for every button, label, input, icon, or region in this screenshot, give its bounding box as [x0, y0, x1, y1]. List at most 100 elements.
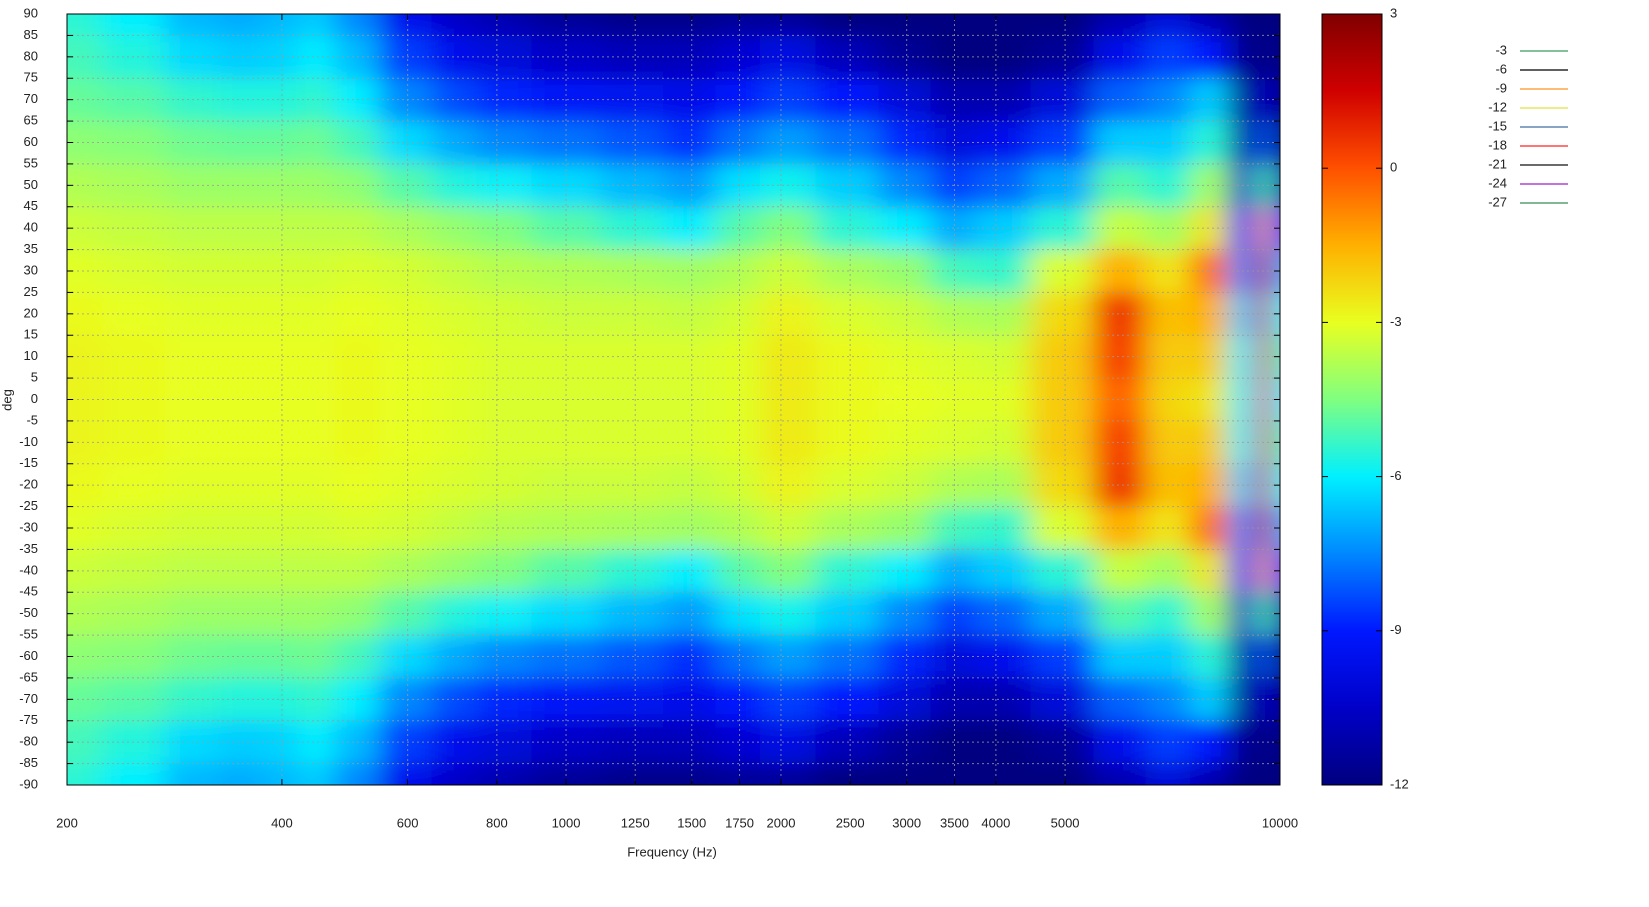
- heat-cell: [1255, 121, 1273, 165]
- heat-cell: [216, 635, 262, 679]
- colorbar-tick-label: 3: [1390, 5, 1397, 20]
- x-tick-label: 600: [397, 815, 419, 830]
- y-tick-label: -55: [19, 627, 38, 642]
- y-tick-label: -30: [19, 519, 38, 534]
- heat-cell: [216, 378, 262, 422]
- y-tick-label: 55: [24, 155, 38, 170]
- heat-cell: [760, 14, 817, 36]
- heat-cell: [101, 14, 165, 36]
- heat-cell: [1255, 506, 1273, 550]
- y-axis-label: deg: [0, 389, 14, 411]
- heat-cell: [715, 14, 761, 36]
- heat-cell: [1190, 763, 1230, 785]
- heat-cell: [1255, 163, 1273, 208]
- heat-cell: [431, 463, 477, 508]
- heat-cell: [1093, 763, 1147, 785]
- y-tick-label: -65: [19, 669, 38, 684]
- colorbar-tick-label: -6: [1390, 468, 1402, 483]
- heat-cell: [975, 14, 1031, 36]
- heat-cell: [216, 720, 262, 765]
- heat-cell: [334, 763, 380, 785]
- heat-cell: [431, 677, 477, 722]
- heat-cell: [431, 720, 477, 765]
- heat-cell: [164, 763, 218, 785]
- y-tick-label: -20: [19, 477, 38, 492]
- heat-cell: [431, 420, 477, 465]
- y-tick-label: 10: [24, 348, 38, 363]
- heat-cell: [216, 463, 262, 508]
- axes: 200 400 600 800 1000 1250 1500 1750 2000 2500 3000…: [19, 5, 1568, 830]
- x-tick-label: 1000: [552, 815, 581, 830]
- heat-cell: [1272, 763, 1280, 785]
- heat-cell: [815, 14, 879, 36]
- heat-cell: [815, 763, 879, 785]
- heat-cell: [216, 335, 262, 379]
- y-tick-label: -60: [19, 648, 38, 663]
- heat-cell: [216, 506, 262, 550]
- heat-cell: [930, 763, 976, 785]
- y-tick-label: 20: [24, 305, 38, 320]
- heat-cell: [760, 763, 817, 785]
- y-tick-label: -10: [19, 434, 38, 449]
- legend-label: -15: [1488, 118, 1507, 133]
- heat-cell: [1255, 463, 1273, 508]
- heat-cell: [216, 249, 262, 293]
- y-tick-label: 85: [24, 27, 38, 42]
- heat-cell: [300, 763, 336, 785]
- heat-cell: [216, 292, 262, 336]
- heat-cell: [216, 14, 262, 36]
- heat-cell: [1255, 249, 1273, 293]
- heat-cell: [261, 14, 301, 36]
- heat-cell: [1190, 14, 1230, 36]
- heat-cell: [531, 635, 602, 679]
- heat-cell: [1229, 14, 1257, 36]
- y-tick-label: 70: [24, 91, 38, 106]
- heat-cell: [431, 292, 477, 336]
- heat-cell: [476, 763, 532, 785]
- heat-cell: [1255, 677, 1273, 722]
- heat-cell: [531, 420, 602, 465]
- heat-cell: [216, 206, 262, 251]
- heat-cell: [431, 163, 477, 208]
- heat-cell: [1255, 720, 1273, 765]
- y-tick-label: -75: [19, 712, 38, 727]
- heat-cell: [1255, 35, 1273, 79]
- y-tick-label: 35: [24, 241, 38, 256]
- y-tick-label: 30: [24, 262, 38, 277]
- heat-cell: [216, 35, 262, 79]
- colorbar-tick-label: -3: [1390, 314, 1402, 329]
- heat-cell: [878, 14, 932, 36]
- y-tick-label: -50: [19, 605, 38, 620]
- heat-cell: [379, 14, 433, 36]
- heat-cell: [663, 14, 717, 36]
- heat-cell: [1255, 292, 1273, 336]
- heat-cell: [531, 249, 602, 293]
- y-tick-label: 75: [24, 70, 38, 85]
- heat-cell: [431, 14, 477, 36]
- heat-cell: [1145, 14, 1191, 36]
- y-tick-label: -90: [19, 776, 38, 791]
- heat-cell: [531, 206, 602, 251]
- heat-cell: [930, 14, 976, 36]
- y-tick-label: 0: [31, 391, 38, 406]
- x-tick-label: 1750: [725, 815, 754, 830]
- heat-cell: [1255, 549, 1273, 593]
- heat-cell: [216, 78, 262, 122]
- y-tick-label: 5: [31, 370, 38, 385]
- heat-cell: [431, 249, 477, 293]
- heat-cell: [431, 506, 477, 550]
- y-tick-label: -40: [19, 562, 38, 577]
- x-tick-label: 1250: [621, 815, 650, 830]
- heat-cell: [431, 549, 477, 593]
- heat-cell: [600, 14, 664, 36]
- y-tick-label: -15: [19, 455, 38, 470]
- plot-frame: [66, 13, 1281, 786]
- colorbar-tick-label: -12: [1390, 776, 1409, 791]
- heat-cell: [1255, 206, 1273, 251]
- y-tick-label: -35: [19, 541, 38, 556]
- y-tick-label: 25: [24, 284, 38, 299]
- x-tick-label: 5000: [1051, 815, 1080, 830]
- heat-cell: [715, 763, 761, 785]
- x-tick-label: 2000: [767, 815, 796, 830]
